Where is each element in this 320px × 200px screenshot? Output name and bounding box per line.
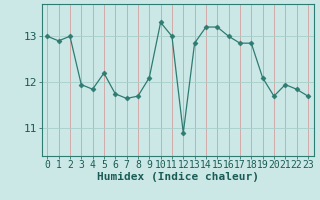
X-axis label: Humidex (Indice chaleur): Humidex (Indice chaleur)	[97, 172, 259, 182]
